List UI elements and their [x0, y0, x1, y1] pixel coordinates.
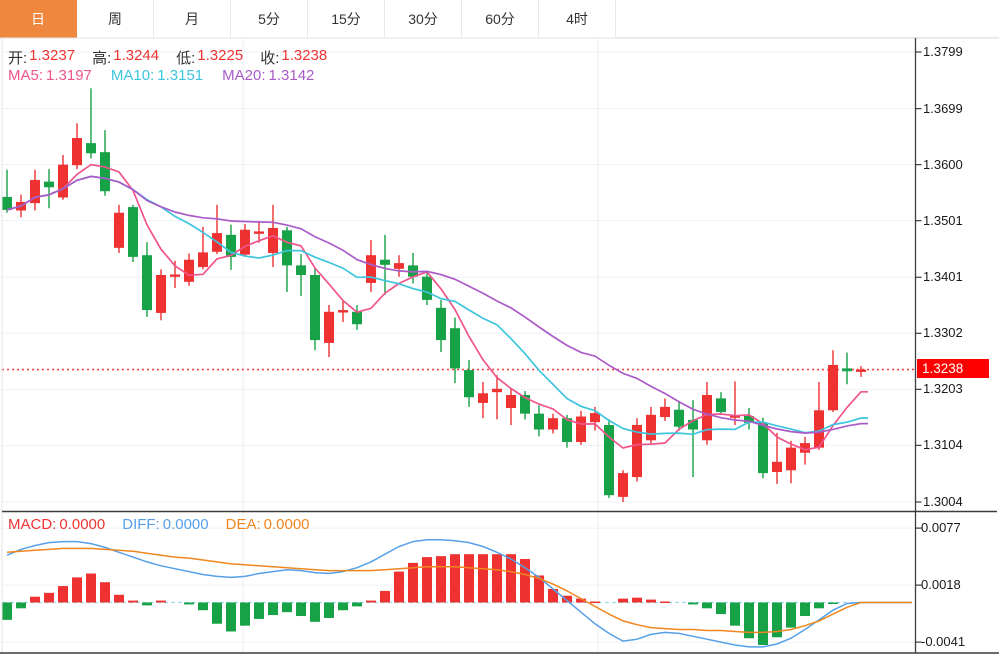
tab-month[interactable]: 月 — [154, 0, 231, 38]
macd-axis-label: 0.0077 — [921, 520, 961, 536]
tab-5min[interactable]: 5分 — [231, 0, 308, 38]
grid — [2, 38, 916, 653]
price-axis-label: 1.3302 — [923, 325, 963, 341]
tab-60min[interactable]: 60分 — [462, 0, 539, 38]
ma5-line — [6, 163, 868, 451]
price-axis-label: 1.3501 — [923, 212, 963, 228]
price-axis-label: 1.3699 — [923, 100, 963, 116]
macd-axis-label: 0.0018 — [921, 577, 961, 593]
dea-line — [6, 547, 912, 634]
price-axis-label: 1.3799 — [923, 44, 963, 59]
price-axis-label: 1.3104 — [923, 437, 963, 453]
price-axis-label: 1.3600 — [923, 156, 963, 172]
tab-4hour[interactable]: 4时 — [539, 0, 616, 38]
current-price-badge: 1.3238 — [917, 359, 989, 378]
macd-histogram — [2, 554, 838, 646]
tab-15min[interactable]: 15分 — [308, 0, 385, 38]
price-axis-label: 1.3401 — [923, 269, 963, 285]
macd-axis-label: -0.0041 — [921, 634, 966, 650]
price-axis-label: 1.3203 — [923, 381, 963, 397]
price-axis-label: 1.3004 — [923, 493, 963, 509]
tab-week[interactable]: 周 — [77, 0, 154, 38]
tab-30min[interactable]: 30分 — [385, 0, 462, 38]
diff-line — [6, 538, 912, 648]
ma20-line — [6, 175, 868, 434]
candlestick-series — [2, 88, 866, 502]
timeframe-tabbar: 日周月 5分 15分 30分 60分 4时 — [0, 0, 999, 38]
frame — [0, 37, 999, 654]
tab-day[interactable]: 日 — [0, 0, 77, 38]
